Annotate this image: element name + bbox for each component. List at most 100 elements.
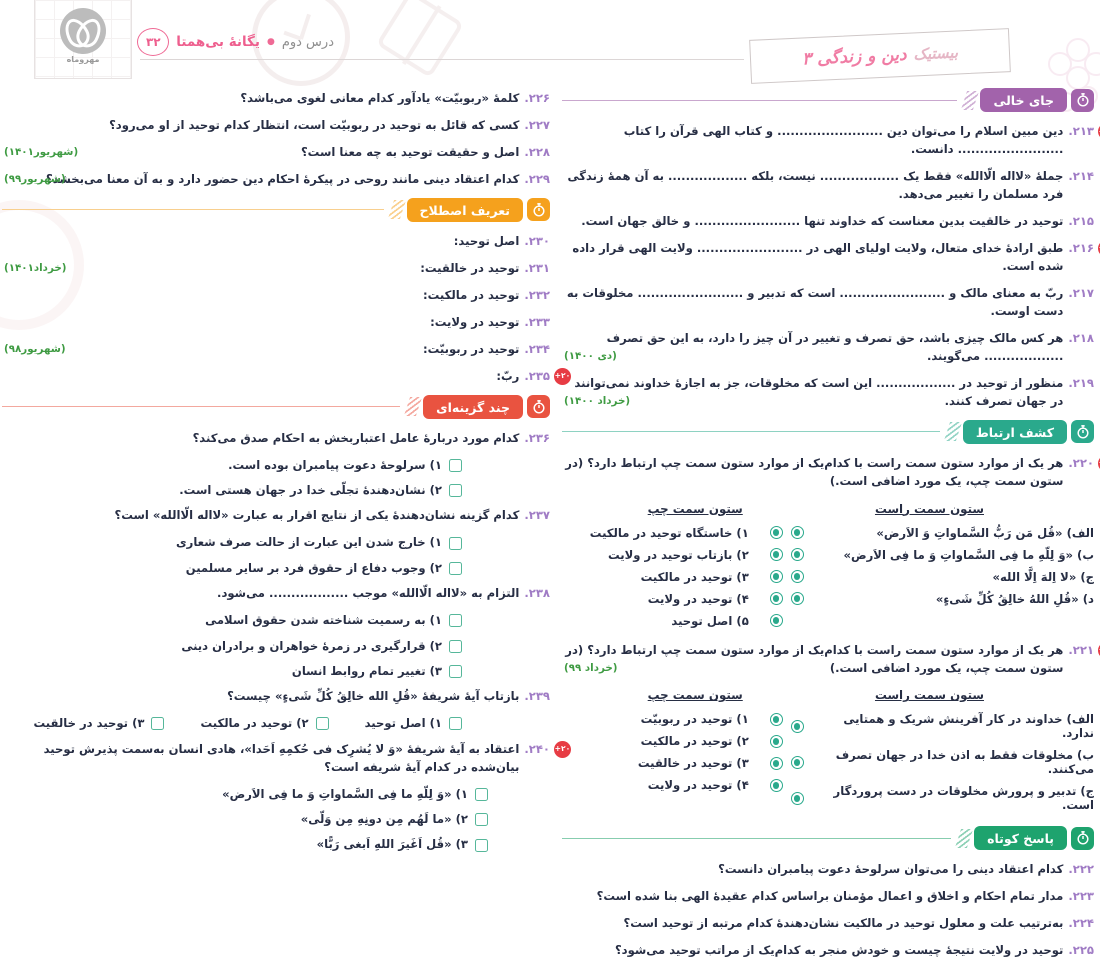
hatch-decoration bbox=[954, 828, 974, 848]
mcq-option: ۳) تغییر تمام روابط انسان bbox=[2, 663, 462, 680]
option-text: ۲) نشان‌دهندهٔ تجلّی خدا در جهان هستی اس… bbox=[179, 483, 442, 498]
matching-question-220: +۲۰ ۲۲۰. هر یک از موارد ستون سمت راست با… bbox=[562, 454, 1100, 636]
match-item-left: ۳) توحید در مالکیت bbox=[562, 570, 783, 584]
question-text: بازتاب آیهٔ شریفهٔ «قُلِ الله خالِقُ کُل… bbox=[227, 689, 520, 704]
section-header-short-answer: پاسخ کوتاه bbox=[562, 826, 1094, 851]
plus20-badge: +۲۰ bbox=[1098, 123, 1100, 140]
checkbox-icon[interactable] bbox=[449, 614, 462, 628]
match-item-left: ۴) توحید در ولایت bbox=[562, 592, 783, 606]
checkbox-icon[interactable] bbox=[449, 561, 462, 575]
checkbox-icon[interactable] bbox=[315, 717, 329, 731]
plus20-badge: +۲۰ bbox=[554, 740, 571, 758]
question-text: کدام گزینه نشان‌دهندهٔ یکی از نتایج اقرا… bbox=[114, 508, 520, 523]
section-rule bbox=[2, 406, 401, 408]
mcq-option: ۳) «قُل اَغَیرَ اللهِ اَبغی رَبًّا» bbox=[2, 836, 488, 853]
radio-dot-icon[interactable] bbox=[769, 592, 783, 606]
book-series-name: بیستیک bbox=[913, 43, 959, 64]
short-answer-continued-list: ۲۲۶. کلمهٔ «ربوبیّت» یادآور کدام معانی ل… bbox=[2, 90, 550, 189]
question-number: ۲۳۴. bbox=[524, 341, 550, 356]
question-text: مدار تمام احکام و اخلاق و اعمال مؤمنان ب… bbox=[596, 889, 1064, 904]
question-number: ۲۳۱. bbox=[524, 260, 550, 275]
question-row: +۲۰ ۲۱۵. توحید در خالقیت بدین معناست که … bbox=[562, 213, 1094, 231]
question-text: هر کس مالک چیزی باشد، حق تصرف و تغییر در… bbox=[606, 330, 1064, 363]
section-label: جای خالی bbox=[980, 88, 1067, 112]
mcq-option: ۲) «ما لَهُم مِن دونِهِ مِن وَلّی» bbox=[2, 811, 488, 828]
question-row: ۲۲۴. به‌ترتیب علت و معلول توحید در مالکی… bbox=[562, 915, 1094, 933]
section-label: تعریف اصطلاح bbox=[406, 197, 523, 222]
checkbox-icon[interactable] bbox=[475, 813, 488, 827]
radio-dot-icon[interactable] bbox=[790, 791, 804, 805]
question-number: ۲۲۱. bbox=[1068, 642, 1094, 657]
match-item-text: ۱) توحید در ربوبیّت bbox=[640, 712, 749, 727]
match-item-left: ۲) توحید در مالکیت bbox=[562, 734, 783, 748]
match-column-left: ستون سمت چپ ۱) خاستگاه توحید در مالکیت ۲… bbox=[562, 500, 791, 636]
section-header-matching: کشف ارتباط bbox=[562, 419, 1094, 444]
radio-dot-icon[interactable] bbox=[790, 755, 804, 769]
question-row: ۲۲۲. کدام اعتقاد دینی را می‌توان سرلوحهٔ… bbox=[562, 861, 1094, 879]
question-number: ۲۳۹. bbox=[524, 689, 550, 704]
define-term-question-list: +۲۰ ۲۳۰. اصل توحید: +۲۰ ۲۳۱. توحید در خا… bbox=[2, 233, 571, 386]
checkbox-icon[interactable] bbox=[449, 458, 462, 472]
checkbox-icon[interactable] bbox=[475, 787, 488, 801]
question-row: ۲۳۸. التزام به «لااله الّاالله» موجب ...… bbox=[2, 585, 550, 603]
match-item-text: ۲) توحید در مالکیت bbox=[640, 734, 749, 749]
match-item-text: ۵) اصل توحید bbox=[671, 613, 749, 628]
radio-dot-icon[interactable] bbox=[790, 570, 804, 584]
match-column-left-header: ستون سمت چپ bbox=[647, 501, 743, 516]
radio-dot-icon[interactable] bbox=[769, 756, 783, 770]
radio-dot-icon[interactable] bbox=[790, 719, 804, 733]
question-row: +۲۰ ۲۱۳. دین مبین اسلام را می‌توان دین .… bbox=[562, 123, 1100, 159]
option-text: ۱) «وَ لِلّهِ ما فِی السَّماواتِ وَ ما ف… bbox=[222, 786, 468, 801]
matching-question-221: +۲۰ ۲۲۱. هر یک از موارد ستون سمت راست با… bbox=[562, 641, 1100, 821]
radio-dot-icon[interactable] bbox=[790, 526, 804, 540]
option-text: ۲) «ما لَهُم مِن دونِهِ مِن وَلّی» bbox=[300, 812, 468, 827]
breadcrumb: درس دوم ● یگانهٔ بی‌همتا ۳۲ bbox=[112, 28, 334, 56]
radio-dot-icon[interactable] bbox=[769, 778, 783, 792]
question-row: +۲۰ ۲۳۰. اصل توحید: bbox=[2, 233, 550, 251]
match-item-text: ۳) توحید در مالکیت bbox=[640, 569, 749, 584]
question-row: +۲۰ ۲۱۷. ربّ به معنای مالک و ...........… bbox=[562, 285, 1094, 321]
checkbox-icon[interactable] bbox=[449, 639, 462, 653]
match-item-text: ج) تدبیر و پرورش مخلوقات در دست پروردگار… bbox=[833, 784, 1094, 813]
lesson-title: یگانهٔ بی‌همتا bbox=[176, 34, 260, 50]
question-text: کسی که قائل به توحید در ربوبیّت است، انت… bbox=[109, 117, 520, 132]
question-number: ۲۲۶. bbox=[524, 91, 550, 105]
radio-dot-icon[interactable] bbox=[769, 526, 783, 540]
matching-columns: ستون سمت راست الف) خداوند در کار آفرینش … bbox=[562, 686, 1094, 820]
plus20-badge: +۲۰ bbox=[1098, 454, 1100, 472]
question-number: ۲۲۲. bbox=[1068, 862, 1094, 877]
hatch-decoration bbox=[387, 200, 406, 220]
question-number: ۲۳۸. bbox=[524, 586, 550, 601]
hatch-decoration bbox=[961, 90, 980, 110]
checkbox-icon[interactable] bbox=[449, 665, 462, 679]
radio-dot-icon[interactable] bbox=[769, 614, 783, 628]
question-row: ۲۲۸. اصل و حقیقت توحید به چه معنا است؟ (… bbox=[2, 144, 550, 162]
fill-blank-question-list: +۲۰ ۲۱۳. دین مبین اسلام را می‌توان دین .… bbox=[562, 123, 1100, 411]
checkbox-icon[interactable] bbox=[449, 717, 462, 731]
radio-dot-icon[interactable] bbox=[790, 548, 804, 562]
question-number: ۲۱۳. bbox=[1068, 124, 1094, 138]
checkbox-icon[interactable] bbox=[475, 838, 488, 852]
publisher-logo-block: مهروماه bbox=[34, 0, 132, 79]
question-row: ۲۳۷. کدام گزینه نشان‌دهندهٔ یکی از نتایج… bbox=[2, 507, 551, 525]
checkbox-icon[interactable] bbox=[449, 484, 462, 498]
mcq-option: ۱) سرلوحهٔ دعوت پیامبران بوده است. bbox=[2, 457, 462, 474]
question-number: ۲۲۴. bbox=[1068, 916, 1094, 931]
radio-dot-icon[interactable] bbox=[769, 570, 783, 584]
radio-dot-icon[interactable] bbox=[769, 548, 783, 562]
mcq-options: ۱) به رسمیت شناخته شدن حقوق اسلامی ۲) قر… bbox=[2, 612, 550, 680]
question-row: ۲۳۶. کدام مورد دربارهٔ عامل اعتباربخش به… bbox=[2, 430, 550, 448]
checkbox-icon[interactable] bbox=[449, 536, 462, 550]
question-number: ۲۳۷. bbox=[524, 508, 550, 523]
mcq-option: ۳) توحید در خالقیت bbox=[34, 715, 165, 732]
section-header-define: تعریف اصطلاح bbox=[2, 197, 550, 222]
question-row: ۲۲۷. کسی که قائل به توحید در ربوبیّت است… bbox=[2, 117, 550, 135]
radio-dot-icon[interactable] bbox=[790, 592, 804, 606]
match-item-text: الف) «قُل مَن رَبُّ السَّماواتِ وَ الاَر… bbox=[876, 525, 1094, 540]
match-item-left: ۴) توحید در ولایت bbox=[562, 778, 783, 792]
checkbox-icon[interactable] bbox=[151, 717, 165, 731]
radio-dot-icon[interactable] bbox=[769, 734, 783, 748]
option-text: ۳) «قُل اَغَیرَ اللهِ اَبغی رَبًّا» bbox=[316, 837, 468, 852]
question-number: ۲۴۰. bbox=[524, 741, 550, 756]
radio-dot-icon[interactable] bbox=[769, 712, 783, 726]
